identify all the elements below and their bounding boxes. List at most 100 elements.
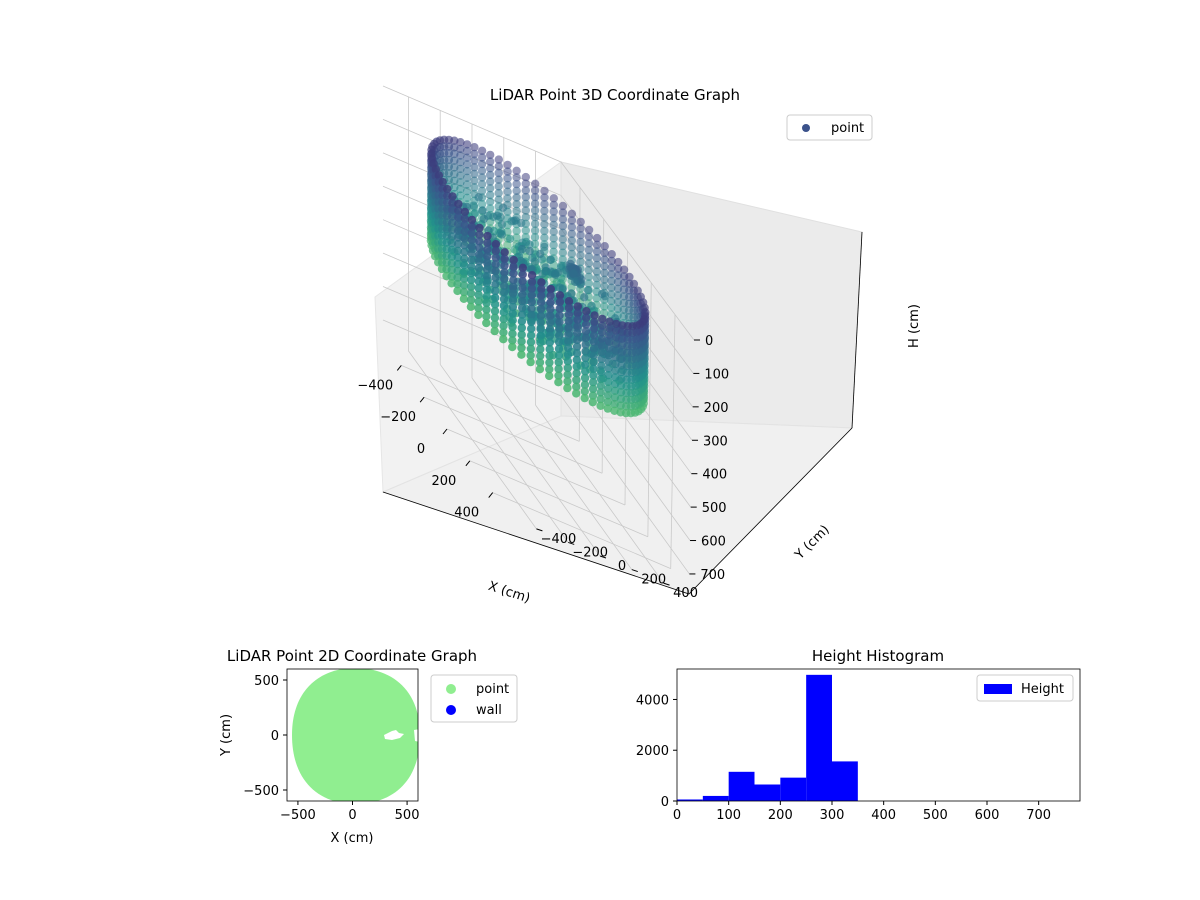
data-point-3d <box>460 241 469 250</box>
data-point-3d <box>592 240 602 249</box>
data-point-3d <box>474 270 484 279</box>
data-point-3d <box>589 364 598 373</box>
data-point-3d <box>545 371 554 381</box>
data-point-3d <box>604 351 613 360</box>
data-point-3d <box>474 277 483 286</box>
z-tick-label-3d: 0 <box>705 334 713 349</box>
data-point-3d <box>460 221 469 230</box>
data-point-3d <box>454 206 463 215</box>
data-point-3d <box>563 357 573 366</box>
data-point-3d <box>625 272 634 282</box>
data-point-3d <box>490 306 500 316</box>
x-tick-label-3d: 0 <box>417 442 425 457</box>
y-tick-label-hist: 2000 <box>636 744 669 759</box>
data-point-3d <box>527 297 536 307</box>
data-point-3d <box>612 319 621 329</box>
data-point-3d <box>448 192 457 201</box>
data-point-3d <box>597 354 606 364</box>
data-point-3d <box>530 226 540 235</box>
data-point-3d <box>508 342 517 352</box>
scatter2d-title: LiDAR Point 2D Coordinate Graph <box>227 647 477 665</box>
data-point-3d <box>493 211 502 220</box>
data-point-3d <box>584 279 593 288</box>
data-point-3d <box>467 229 476 238</box>
data-point-3d <box>530 199 540 208</box>
data-point-3d <box>482 298 491 308</box>
x-tick-3d <box>442 428 448 435</box>
data-point-3d <box>597 341 606 350</box>
data-point-3d <box>499 301 509 310</box>
data-point-3d <box>597 368 606 377</box>
data-point-3d <box>537 291 546 300</box>
data-point-3d <box>536 304 546 314</box>
data-point-3d <box>545 351 554 361</box>
data-point-3d <box>491 266 500 276</box>
data-point-3d <box>545 358 554 367</box>
z-tick-label-3d: 500 <box>702 501 727 516</box>
data-point-3d <box>607 276 616 286</box>
data-point-3d <box>503 180 512 190</box>
histogram-bar <box>780 777 807 801</box>
data-point-3d <box>584 252 594 261</box>
data-point-3d <box>572 375 581 385</box>
x-tick-label-2d: 500 <box>395 808 420 823</box>
data-point-3d <box>527 317 536 327</box>
data-point-3d <box>545 365 554 374</box>
data-point-3d <box>604 377 613 387</box>
data-point-3d <box>572 342 582 351</box>
data-point-3d <box>530 219 540 229</box>
data-point-3d <box>499 328 508 337</box>
data-point-3d <box>491 293 500 302</box>
data-point-3d <box>462 173 472 182</box>
data-point-3d <box>567 229 576 239</box>
data-point-3d <box>438 177 447 187</box>
legend-height-swatch <box>984 684 1012 694</box>
x-tick-label-2d: −500 <box>280 808 316 823</box>
data-point-3d <box>482 292 491 301</box>
data-point-3d <box>499 314 508 324</box>
data-point-3d <box>545 325 555 334</box>
data-point-3d <box>521 192 530 202</box>
data-point-3d <box>603 404 612 413</box>
data-point-3d <box>535 358 545 367</box>
z-tick-label-3d: 600 <box>701 535 726 550</box>
data-point-3d <box>526 357 535 367</box>
data-point-3d <box>549 220 558 230</box>
data-point-3d <box>512 166 521 175</box>
data-point-3d <box>453 260 462 269</box>
data-point-3d <box>508 329 517 338</box>
data-point-3d <box>563 377 572 386</box>
data-point-3d <box>536 338 545 347</box>
data-point-3d <box>555 331 564 340</box>
data-point-3d <box>527 271 537 280</box>
data-point-3d <box>459 294 469 303</box>
data-point-3d <box>607 303 616 312</box>
x-tick-3d <box>396 365 402 371</box>
legend-point-marker-2d <box>446 684 456 694</box>
data-point-3d <box>517 323 526 333</box>
data-point-3d <box>490 300 500 309</box>
data-point-3d <box>572 362 581 371</box>
data-point-3d <box>453 253 462 262</box>
data-point-3d <box>581 340 590 349</box>
grid-line <box>535 404 664 584</box>
data-point-3d <box>469 201 478 210</box>
grid-line <box>382 319 690 575</box>
data-point-3d <box>462 193 472 202</box>
data-point-3d <box>564 343 573 353</box>
data-point-3d <box>589 344 599 353</box>
data-point-3d <box>518 270 527 279</box>
data-point-3d <box>434 171 444 180</box>
data-point-3d <box>477 180 487 189</box>
data-point-3d <box>531 179 540 188</box>
ticks-3d: −400−2000200400−400−20002004000100200300… <box>357 334 729 601</box>
data-point-3d <box>518 277 527 286</box>
data-point-3d <box>508 289 518 298</box>
data-point-3d <box>511 216 520 225</box>
data-point-3d <box>453 226 463 235</box>
data-point-3d <box>470 209 480 218</box>
data-point-3d <box>460 214 469 223</box>
data-point-3d <box>546 298 555 307</box>
data-point-3d <box>518 263 527 272</box>
x-tick-3d <box>465 460 471 467</box>
